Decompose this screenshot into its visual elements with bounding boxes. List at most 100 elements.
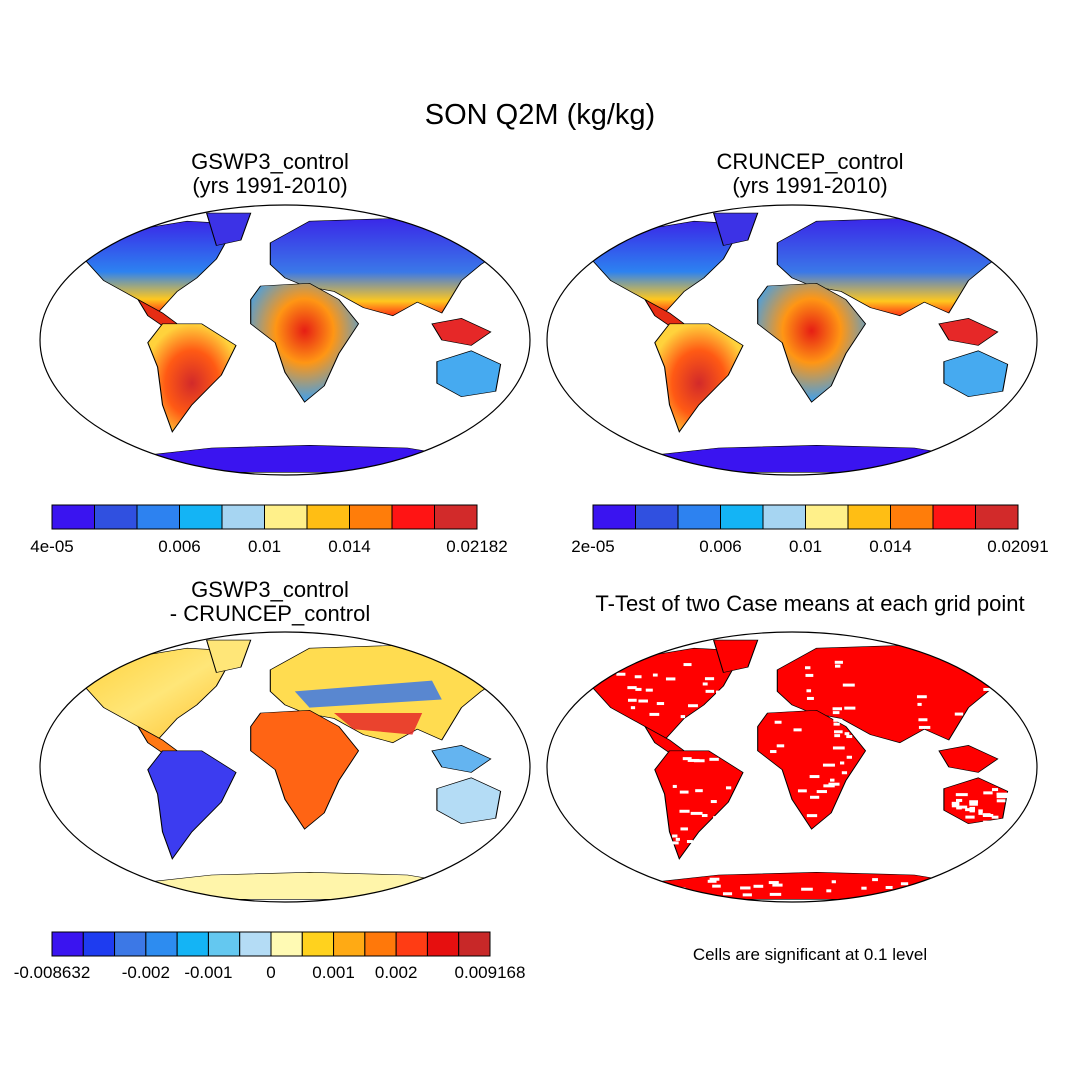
- landmass-seAsia: [938, 745, 999, 773]
- nonsignificant-cell: [686, 839, 693, 843]
- nonsignificant-cell: [916, 695, 927, 699]
- nonsignificant-cell: [956, 806, 962, 810]
- nonsignificant-cell: [832, 707, 842, 711]
- nonsignificant-cell: [772, 780, 780, 784]
- colorbar-tick-label: 0.014: [328, 537, 371, 556]
- colorbar-tick-label: -0.008632: [14, 963, 91, 982]
- landmass-africa: [757, 709, 867, 830]
- nonsignificant-cell: [638, 699, 648, 703]
- nonsignificant-cell: [810, 795, 820, 799]
- landmass-greenland: [712, 639, 759, 673]
- nonsignificant-cell: [702, 682, 708, 686]
- nonsignificant-cell: [784, 800, 792, 804]
- colorbar-swatch: [762, 504, 806, 530]
- colorbar-swatch: [51, 931, 84, 957]
- landmass-australia: [436, 777, 502, 825]
- nonsignificant-cell: [725, 786, 732, 790]
- nonsignificant-cell: [918, 725, 931, 729]
- colorbar-swatch: [239, 931, 272, 957]
- colorbar-swatch: [264, 504, 308, 530]
- colorbar-swatch: [306, 504, 350, 530]
- nonsignificant-cell: [635, 687, 642, 691]
- colorbar-swatch: [677, 504, 721, 530]
- colorbar-swatch: [270, 931, 303, 957]
- nonsignificant-cell: [834, 734, 841, 738]
- colorbar-swatch: [207, 931, 241, 957]
- colorbar-swatch: [890, 504, 934, 530]
- nonsignificant-cell: [984, 710, 994, 714]
- landmass-southAmerica: [147, 323, 237, 433]
- colorbar-swatch: [51, 504, 95, 530]
- nonsignificant-cell: [627, 698, 637, 702]
- nonsignificant-cell: [727, 703, 737, 707]
- colorbar-swatch: [94, 504, 138, 530]
- nonsignificant-cell: [830, 778, 835, 782]
- panel-4-title: T-Test of two Case means at each grid po…: [595, 591, 1025, 616]
- nonsignificant-cell: [828, 782, 840, 786]
- nonsignificant-cell: [955, 793, 968, 797]
- nonsignificant-cell: [965, 815, 975, 819]
- nonsignificant-cell: [627, 686, 637, 690]
- nonsignificant-cell: [978, 811, 983, 815]
- nonsignificant-cell: [702, 831, 714, 835]
- nonsignificant-cell: [832, 746, 845, 750]
- nonsignificant-cell: [634, 675, 642, 679]
- nonsignificant-cell: [776, 744, 785, 748]
- nonsignificant-cell: [965, 808, 975, 812]
- nonsignificant-cell: [672, 784, 677, 788]
- nonsignificant-cell: [740, 886, 751, 890]
- map-panel-4: [546, 631, 1038, 903]
- nonsignificant-cell: [816, 790, 827, 794]
- nonsignificant-cell: [833, 722, 840, 726]
- landmass-australia: [436, 350, 502, 398]
- nonsignificant-cell: [682, 757, 692, 761]
- nonsignificant-cell: [969, 800, 979, 804]
- colorbar-1: 4e-05 0.006 0.01 0.014 0.02182: [30, 504, 508, 556]
- landmass-greenland: [712, 212, 759, 246]
- nonsignificant-cell: [680, 889, 690, 893]
- nonsignificant-cell: [774, 720, 782, 724]
- nonsignificant-cell: [822, 763, 835, 767]
- landmass-antarctica: [136, 871, 458, 900]
- colorbar-tick-label: 0.002: [375, 963, 418, 982]
- landmass-africa: [250, 282, 360, 403]
- colorbar-swatch: [805, 504, 849, 530]
- colorbar-3: -0.008632 -0.002 -0.001 0 0.001 0.002 0.009168: [14, 931, 525, 982]
- colorbar-swatch: [114, 931, 147, 957]
- colorbar-swatch: [395, 931, 428, 957]
- colorbar-swatch: [82, 931, 116, 957]
- nonsignificant-cell: [996, 799, 1006, 803]
- landmass-antarctica: [643, 444, 965, 473]
- nonsignificant-cell: [630, 706, 636, 710]
- colorbar-tick-label: 0.01: [789, 537, 822, 556]
- nonsignificant-cell: [690, 811, 703, 815]
- nonsignificant-cell: [701, 814, 708, 818]
- nonsignificant-cell: [872, 878, 878, 882]
- nonsignificant-cell: [848, 786, 855, 790]
- colorbar-tick-label: 0: [266, 963, 275, 982]
- nonsignificant-cell: [768, 881, 779, 885]
- nonsignificant-cell: [885, 885, 893, 889]
- nonsignificant-cell: [844, 732, 850, 736]
- nonsignificant-cell: [675, 837, 680, 841]
- landmass-seAsia: [431, 745, 492, 773]
- nonsignificant-cell: [951, 804, 960, 808]
- nonsignificant-cell: [840, 761, 845, 765]
- nonsignificant-cell: [613, 661, 619, 665]
- colorbar-swatch: [426, 931, 460, 957]
- nonsignificant-cell: [991, 815, 999, 819]
- panel-1-title: GSWP3_control (yrs 1991-2010): [191, 149, 349, 199]
- nonsignificant-cell: [718, 830, 729, 834]
- colorbar-tick-label: 0.01: [248, 537, 281, 556]
- colorbar-tick-label: -0.002: [122, 963, 170, 982]
- nonsignificant-cell: [616, 672, 626, 676]
- nonsignificant-cell: [610, 717, 621, 721]
- nonsignificant-cell: [683, 663, 692, 667]
- nonsignificant-cell: [991, 788, 999, 792]
- nonsignificant-cell: [969, 802, 978, 806]
- nonsignificant-cell: [846, 735, 853, 739]
- nonsignificant-cell: [918, 718, 928, 722]
- colorbar-swatch: [720, 504, 764, 530]
- nonsignificant-cell: [842, 791, 847, 795]
- nonsignificant-cell: [728, 839, 735, 843]
